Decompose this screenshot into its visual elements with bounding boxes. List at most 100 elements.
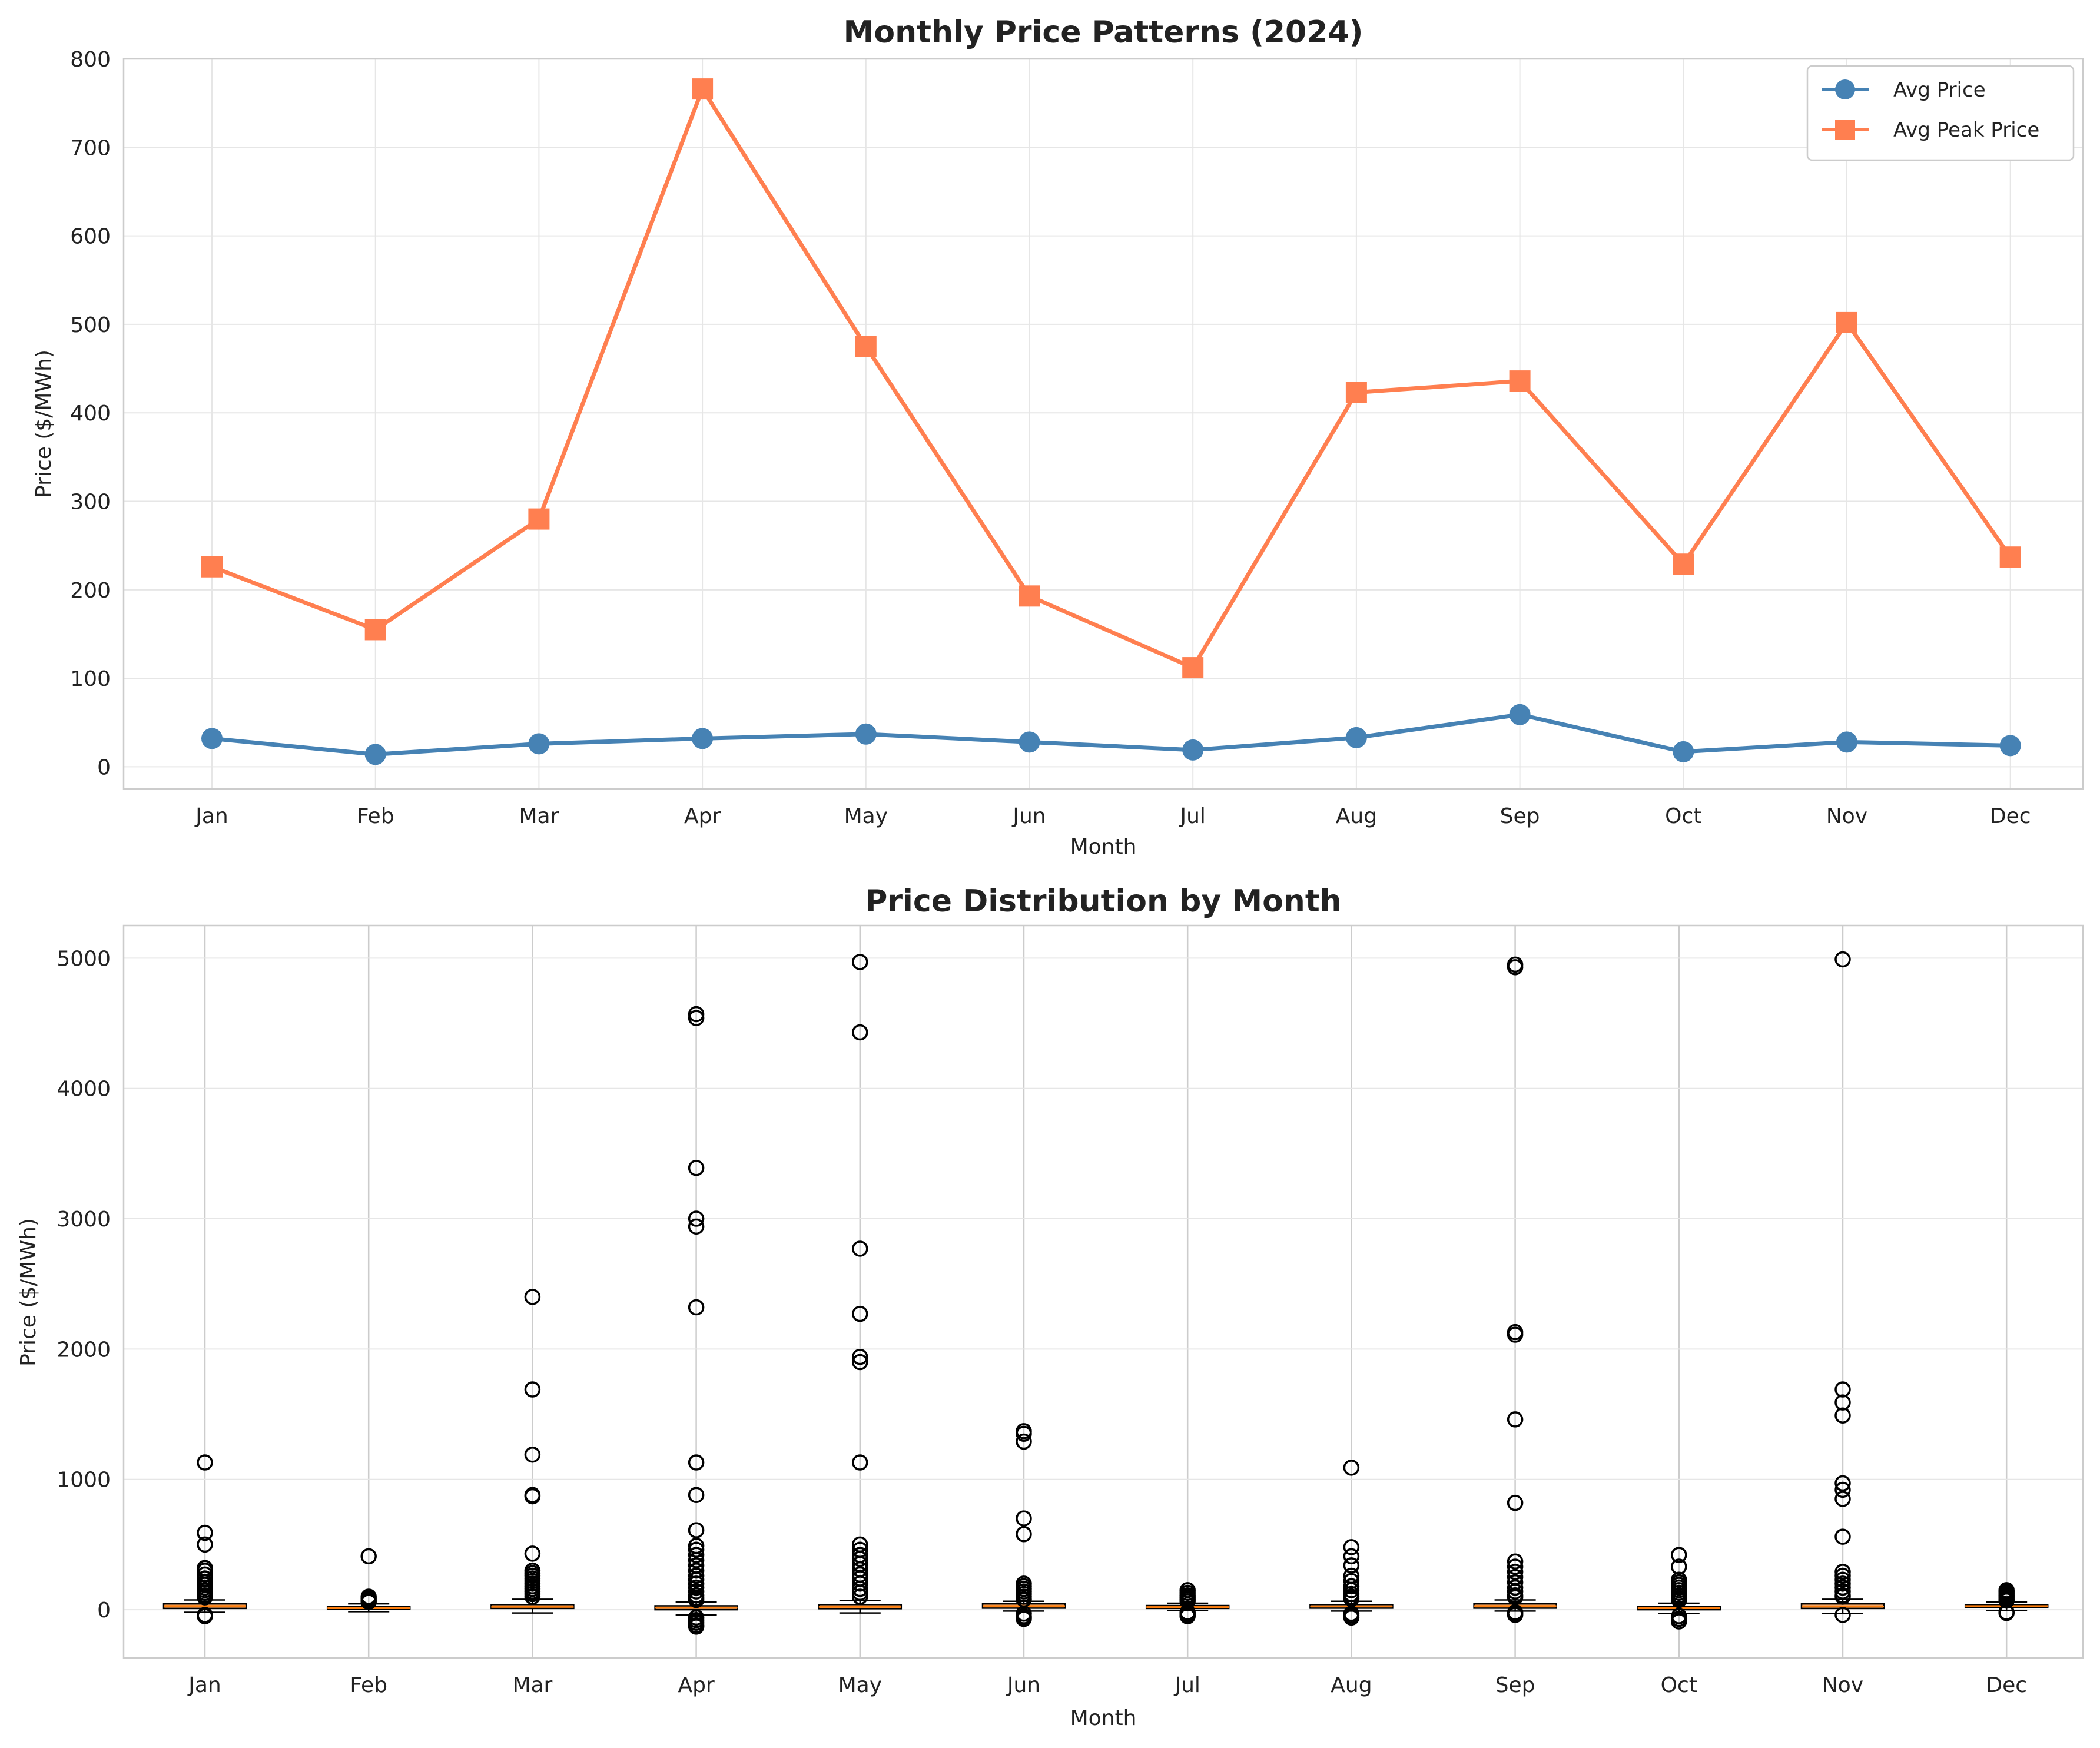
x-tick-label: Apr (684, 804, 721, 828)
data-point-avg-peak-price (1345, 382, 1367, 403)
grid-lines (124, 58, 2083, 789)
x-tick-label: May (838, 1673, 882, 1697)
plot-frame (122, 58, 2084, 790)
y-tick-label: 800 (70, 48, 111, 72)
data-point-avg-peak-price (364, 619, 386, 641)
data-point-avg-price (528, 733, 550, 755)
x-tick-label: Oct (1661, 1673, 1697, 1697)
x-tick-label: Sep (1500, 804, 1540, 828)
outlier-point (1834, 1588, 1851, 1605)
outlier-point (1507, 1411, 1524, 1428)
outlier-point (688, 1547, 705, 1563)
outlier-point (688, 1299, 705, 1316)
box-chart-price-distribution: Jan Feb Mar Apr May Jun Jul Aug Sep Oct Nov Dec 0 100… (16, 884, 2084, 1730)
outlier-point (852, 1575, 868, 1592)
outlier-point (1998, 1592, 2015, 1609)
y-tick-label: 600 (70, 225, 111, 249)
x-tick-label: Dec (1990, 804, 2031, 828)
y-tick-label: 1000 (57, 1468, 111, 1492)
line-chart-monthly-price-patterns: Jan Feb Mar Apr May Jun Jul Aug Sep Oct Nov Dec 0 100… (32, 15, 2084, 859)
y-tick-label: 5000 (57, 947, 111, 971)
data-point-avg-peak-price (1019, 585, 1040, 607)
outlier-point (1016, 1610, 1032, 1627)
x-tick-label: Jun (1006, 1673, 1040, 1697)
outlier-point (1834, 1607, 1851, 1623)
y-tick-label: 700 (70, 136, 111, 160)
outlier-point (1343, 1460, 1360, 1476)
data-point-avg-price (1673, 741, 1694, 762)
x-tick-label: Nov (1826, 804, 1867, 828)
y-axis-label: Price ($/MWh) (32, 350, 56, 498)
outlier-point (1343, 1548, 1360, 1565)
outlier-point (852, 1588, 868, 1605)
outlier-point (360, 1548, 377, 1565)
y-tick-label: 100 (70, 667, 111, 691)
chart-title: Monthly Price Patterns (2024) (844, 15, 1363, 50)
box-aug (1309, 1460, 1394, 1626)
data-point-avg-price (1509, 704, 1531, 725)
legend-label-avg-peak-price: Avg Peak Price (1893, 118, 2039, 142)
grid-lines (124, 926, 2083, 1658)
outlier-point (524, 1488, 541, 1505)
outlier-point (524, 1289, 541, 1305)
outlier-point (688, 1159, 705, 1176)
x-tick-label: Jun (1011, 804, 1046, 828)
outlier-point (1343, 1573, 1360, 1590)
tick-labels: Jan Feb Mar Apr May Jun Jul Aug Sep Oct Nov Dec 0 100… (70, 48, 2031, 828)
y-tick-label: 300 (70, 490, 111, 515)
y-tick-label: 3000 (57, 1208, 111, 1232)
x-axis-label: Month (1070, 1706, 1137, 1730)
outlier-point (852, 1305, 868, 1322)
outlier-point (1834, 1381, 1851, 1398)
box-oct (1637, 1547, 1721, 1630)
outlier-point (1834, 1491, 1851, 1507)
series-group (201, 78, 2021, 765)
outlier-point (688, 1541, 705, 1558)
outlier-point (1016, 1525, 1032, 1543)
outlier-point (197, 1536, 213, 1553)
legend-marker-avg-price (1835, 79, 1855, 99)
data-point-avg-price (692, 728, 714, 749)
outlier-point (1343, 1557, 1360, 1574)
y-tick-label: 4000 (57, 1077, 111, 1102)
x-tick-label: Aug (1336, 804, 1377, 828)
x-tick-label: Dec (1986, 1673, 2027, 1697)
x-tick-label: Oct (1665, 804, 1701, 828)
outlier-point (1343, 1539, 1360, 1555)
x-tick-label: Jul (1179, 804, 1205, 828)
plot-area (124, 926, 2083, 1658)
outlier-point (852, 954, 868, 970)
data-point-avg-price (201, 728, 223, 749)
outlier-point (1671, 1547, 1687, 1563)
legend-box (1806, 65, 2075, 161)
outlier-point (524, 1446, 541, 1463)
outlier-point (1998, 1604, 2015, 1621)
y-tick-label: 400 (70, 402, 111, 426)
outlier-point (1834, 951, 1851, 968)
box-jun (981, 1423, 1066, 1627)
outlier-point (852, 1348, 868, 1365)
outlier-point (524, 1381, 541, 1398)
legend-label-avg-price: Avg Price (1893, 78, 1986, 102)
box-dec (1964, 1582, 2049, 1621)
data-point-avg-peak-price (855, 336, 877, 357)
data-point-avg-peak-price (1836, 311, 1857, 333)
outlier-point (1507, 1494, 1524, 1511)
outlier-point (197, 1454, 213, 1471)
data-point-avg-price (855, 723, 877, 745)
x-tick-label: Mar (512, 1673, 552, 1697)
outlier-point (1507, 1326, 1524, 1343)
outlier-point (1016, 1425, 1032, 1442)
boxes-group (162, 951, 2049, 1635)
data-point-avg-peak-price (1509, 370, 1531, 392)
outlier-point (1507, 1558, 1524, 1575)
outlier-point (688, 1010, 705, 1026)
data-point-avg-peak-price (201, 556, 223, 578)
outlier-point (360, 1594, 377, 1610)
y-tick-label: 0 (97, 755, 111, 780)
outlier-point (688, 1591, 705, 1608)
outlier-point (852, 1454, 868, 1471)
outlier-point (197, 1589, 213, 1606)
box-jan (162, 1454, 247, 1624)
outlier-point (852, 1551, 868, 1567)
